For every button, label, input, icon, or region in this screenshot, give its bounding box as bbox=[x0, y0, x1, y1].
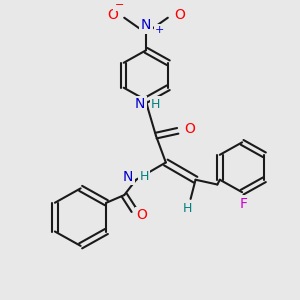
Text: O: O bbox=[184, 122, 195, 136]
Text: O: O bbox=[107, 8, 118, 22]
Text: −: − bbox=[115, 0, 124, 10]
Text: F: F bbox=[240, 197, 248, 211]
Text: H: H bbox=[151, 98, 160, 110]
Text: N: N bbox=[141, 18, 151, 32]
Text: H: H bbox=[183, 202, 192, 215]
Text: N: N bbox=[135, 97, 145, 111]
Text: H: H bbox=[139, 170, 149, 183]
Text: O: O bbox=[174, 8, 185, 22]
Text: +: + bbox=[155, 25, 165, 35]
Text: O: O bbox=[136, 208, 148, 222]
Text: N: N bbox=[123, 170, 134, 184]
